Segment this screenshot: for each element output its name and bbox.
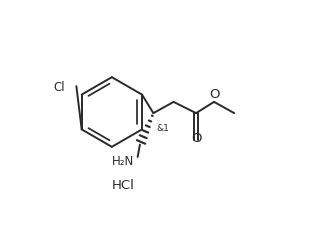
Text: &1: &1 [157, 124, 170, 133]
Text: O: O [191, 132, 201, 144]
Text: H₂N: H₂N [112, 154, 134, 167]
Text: O: O [209, 88, 219, 101]
Text: Cl: Cl [54, 80, 65, 93]
Text: HCl: HCl [112, 179, 134, 192]
